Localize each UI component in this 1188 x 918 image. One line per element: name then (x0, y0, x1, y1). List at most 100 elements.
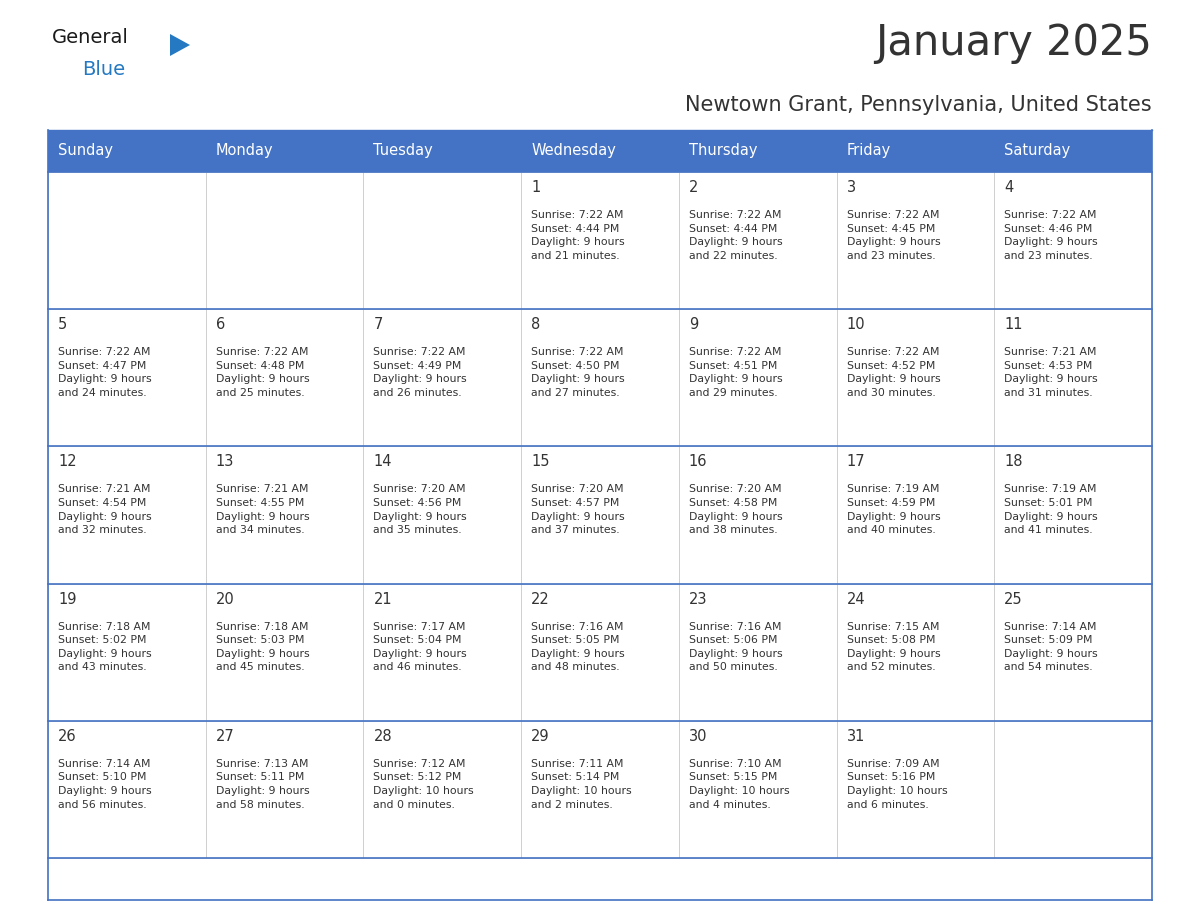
Text: Sunrise: 7:22 AM
Sunset: 4:45 PM
Daylight: 9 hours
and 23 minutes.: Sunrise: 7:22 AM Sunset: 4:45 PM Dayligh… (847, 210, 940, 261)
Text: Sunrise: 7:13 AM
Sunset: 5:11 PM
Daylight: 9 hours
and 58 minutes.: Sunrise: 7:13 AM Sunset: 5:11 PM Dayligh… (216, 759, 309, 810)
Text: 16: 16 (689, 454, 707, 469)
Text: Sunrise: 7:09 AM
Sunset: 5:16 PM
Daylight: 10 hours
and 6 minutes.: Sunrise: 7:09 AM Sunset: 5:16 PM Dayligh… (847, 759, 947, 810)
Text: General: General (52, 28, 128, 47)
Bar (522, 584, 678, 721)
Text: 22: 22 (531, 591, 550, 607)
Text: Sunrise: 7:12 AM
Sunset: 5:12 PM
Daylight: 10 hours
and 0 minutes.: Sunrise: 7:12 AM Sunset: 5:12 PM Dayligh… (373, 759, 474, 810)
Bar (994, 721, 1152, 858)
Text: Sunrise: 7:14 AM
Sunset: 5:10 PM
Daylight: 9 hours
and 56 minutes.: Sunrise: 7:14 AM Sunset: 5:10 PM Dayligh… (58, 759, 152, 810)
Bar (364, 721, 522, 858)
Text: 26: 26 (58, 729, 76, 744)
Text: Sunrise: 7:18 AM
Sunset: 5:02 PM
Daylight: 9 hours
and 43 minutes.: Sunrise: 7:18 AM Sunset: 5:02 PM Dayligh… (58, 621, 152, 672)
Bar (836, 309, 994, 446)
Bar (678, 130, 836, 172)
Text: Sunrise: 7:11 AM
Sunset: 5:14 PM
Daylight: 10 hours
and 2 minutes.: Sunrise: 7:11 AM Sunset: 5:14 PM Dayligh… (531, 759, 632, 810)
Text: Sunrise: 7:20 AM
Sunset: 4:57 PM
Daylight: 9 hours
and 37 minutes.: Sunrise: 7:20 AM Sunset: 4:57 PM Dayligh… (531, 485, 625, 535)
Bar (678, 584, 836, 721)
Bar (678, 309, 836, 446)
Bar (994, 172, 1152, 309)
Bar (206, 130, 364, 172)
Text: Sunrise: 7:22 AM
Sunset: 4:46 PM
Daylight: 9 hours
and 23 minutes.: Sunrise: 7:22 AM Sunset: 4:46 PM Dayligh… (1004, 210, 1098, 261)
Bar (206, 172, 364, 309)
Text: 25: 25 (1004, 591, 1023, 607)
Text: 24: 24 (847, 591, 865, 607)
Bar (206, 721, 364, 858)
Text: 18: 18 (1004, 454, 1023, 469)
Bar (48, 721, 206, 858)
Bar (836, 446, 994, 584)
Text: Sunrise: 7:19 AM
Sunset: 4:59 PM
Daylight: 9 hours
and 40 minutes.: Sunrise: 7:19 AM Sunset: 4:59 PM Dayligh… (847, 485, 940, 535)
Text: Friday: Friday (847, 143, 891, 159)
Text: 23: 23 (689, 591, 707, 607)
Bar (206, 446, 364, 584)
Text: 13: 13 (216, 454, 234, 469)
Text: 6: 6 (216, 318, 225, 332)
Text: 17: 17 (847, 454, 865, 469)
Bar (522, 309, 678, 446)
Text: 1: 1 (531, 180, 541, 195)
Text: 11: 11 (1004, 318, 1023, 332)
Text: 12: 12 (58, 454, 76, 469)
Text: 8: 8 (531, 318, 541, 332)
Bar (522, 172, 678, 309)
Text: Sunrise: 7:21 AM
Sunset: 4:55 PM
Daylight: 9 hours
and 34 minutes.: Sunrise: 7:21 AM Sunset: 4:55 PM Dayligh… (216, 485, 309, 535)
Text: 19: 19 (58, 591, 76, 607)
Text: Sunday: Sunday (58, 143, 113, 159)
Polygon shape (170, 34, 190, 56)
Text: Monday: Monday (216, 143, 273, 159)
Text: Sunrise: 7:18 AM
Sunset: 5:03 PM
Daylight: 9 hours
and 45 minutes.: Sunrise: 7:18 AM Sunset: 5:03 PM Dayligh… (216, 621, 309, 672)
Bar (522, 130, 678, 172)
Text: Thursday: Thursday (689, 143, 758, 159)
Text: Sunrise: 7:22 AM
Sunset: 4:51 PM
Daylight: 9 hours
and 29 minutes.: Sunrise: 7:22 AM Sunset: 4:51 PM Dayligh… (689, 347, 783, 398)
Text: Sunrise: 7:21 AM
Sunset: 4:53 PM
Daylight: 9 hours
and 31 minutes.: Sunrise: 7:21 AM Sunset: 4:53 PM Dayligh… (1004, 347, 1098, 398)
Bar (994, 130, 1152, 172)
Text: Sunrise: 7:22 AM
Sunset: 4:44 PM
Daylight: 9 hours
and 21 minutes.: Sunrise: 7:22 AM Sunset: 4:44 PM Dayligh… (531, 210, 625, 261)
Bar (522, 446, 678, 584)
Text: 14: 14 (373, 454, 392, 469)
Bar (364, 130, 522, 172)
Text: Sunrise: 7:22 AM
Sunset: 4:49 PM
Daylight: 9 hours
and 26 minutes.: Sunrise: 7:22 AM Sunset: 4:49 PM Dayligh… (373, 347, 467, 398)
Text: Sunrise: 7:16 AM
Sunset: 5:05 PM
Daylight: 9 hours
and 48 minutes.: Sunrise: 7:16 AM Sunset: 5:05 PM Dayligh… (531, 621, 625, 672)
Text: 7: 7 (373, 318, 383, 332)
Text: January 2025: January 2025 (876, 22, 1152, 64)
Text: 27: 27 (216, 729, 234, 744)
Text: Blue: Blue (82, 60, 125, 79)
Text: Saturday: Saturday (1004, 143, 1070, 159)
Bar (364, 172, 522, 309)
Bar (836, 584, 994, 721)
Bar (994, 309, 1152, 446)
Bar (522, 721, 678, 858)
Text: 3: 3 (847, 180, 855, 195)
Text: Sunrise: 7:14 AM
Sunset: 5:09 PM
Daylight: 9 hours
and 54 minutes.: Sunrise: 7:14 AM Sunset: 5:09 PM Dayligh… (1004, 621, 1098, 672)
Bar (48, 446, 206, 584)
Text: Sunrise: 7:22 AM
Sunset: 4:52 PM
Daylight: 9 hours
and 30 minutes.: Sunrise: 7:22 AM Sunset: 4:52 PM Dayligh… (847, 347, 940, 398)
Text: Sunrise: 7:19 AM
Sunset: 5:01 PM
Daylight: 9 hours
and 41 minutes.: Sunrise: 7:19 AM Sunset: 5:01 PM Dayligh… (1004, 485, 1098, 535)
Text: Sunrise: 7:16 AM
Sunset: 5:06 PM
Daylight: 9 hours
and 50 minutes.: Sunrise: 7:16 AM Sunset: 5:06 PM Dayligh… (689, 621, 783, 672)
Bar (364, 446, 522, 584)
Text: 9: 9 (689, 318, 699, 332)
Text: 21: 21 (373, 591, 392, 607)
Text: Newtown Grant, Pennsylvania, United States: Newtown Grant, Pennsylvania, United Stat… (685, 95, 1152, 115)
Text: Sunrise: 7:22 AM
Sunset: 4:48 PM
Daylight: 9 hours
and 25 minutes.: Sunrise: 7:22 AM Sunset: 4:48 PM Dayligh… (216, 347, 309, 398)
Text: Sunrise: 7:22 AM
Sunset: 4:44 PM
Daylight: 9 hours
and 22 minutes.: Sunrise: 7:22 AM Sunset: 4:44 PM Dayligh… (689, 210, 783, 261)
Bar (206, 584, 364, 721)
Text: 10: 10 (847, 318, 865, 332)
Text: 5: 5 (58, 318, 68, 332)
Bar (48, 584, 206, 721)
Bar (48, 130, 206, 172)
Text: Sunrise: 7:20 AM
Sunset: 4:58 PM
Daylight: 9 hours
and 38 minutes.: Sunrise: 7:20 AM Sunset: 4:58 PM Dayligh… (689, 485, 783, 535)
Text: Sunrise: 7:17 AM
Sunset: 5:04 PM
Daylight: 9 hours
and 46 minutes.: Sunrise: 7:17 AM Sunset: 5:04 PM Dayligh… (373, 621, 467, 672)
Bar (364, 584, 522, 721)
Bar (48, 172, 206, 309)
Bar (678, 721, 836, 858)
Text: Sunrise: 7:21 AM
Sunset: 4:54 PM
Daylight: 9 hours
and 32 minutes.: Sunrise: 7:21 AM Sunset: 4:54 PM Dayligh… (58, 485, 152, 535)
Text: 29: 29 (531, 729, 550, 744)
Text: 4: 4 (1004, 180, 1013, 195)
Bar (836, 721, 994, 858)
Text: 20: 20 (216, 591, 234, 607)
Text: 30: 30 (689, 729, 707, 744)
Text: Wednesday: Wednesday (531, 143, 617, 159)
Text: Sunrise: 7:22 AM
Sunset: 4:47 PM
Daylight: 9 hours
and 24 minutes.: Sunrise: 7:22 AM Sunset: 4:47 PM Dayligh… (58, 347, 152, 398)
Text: 31: 31 (847, 729, 865, 744)
Bar (206, 309, 364, 446)
